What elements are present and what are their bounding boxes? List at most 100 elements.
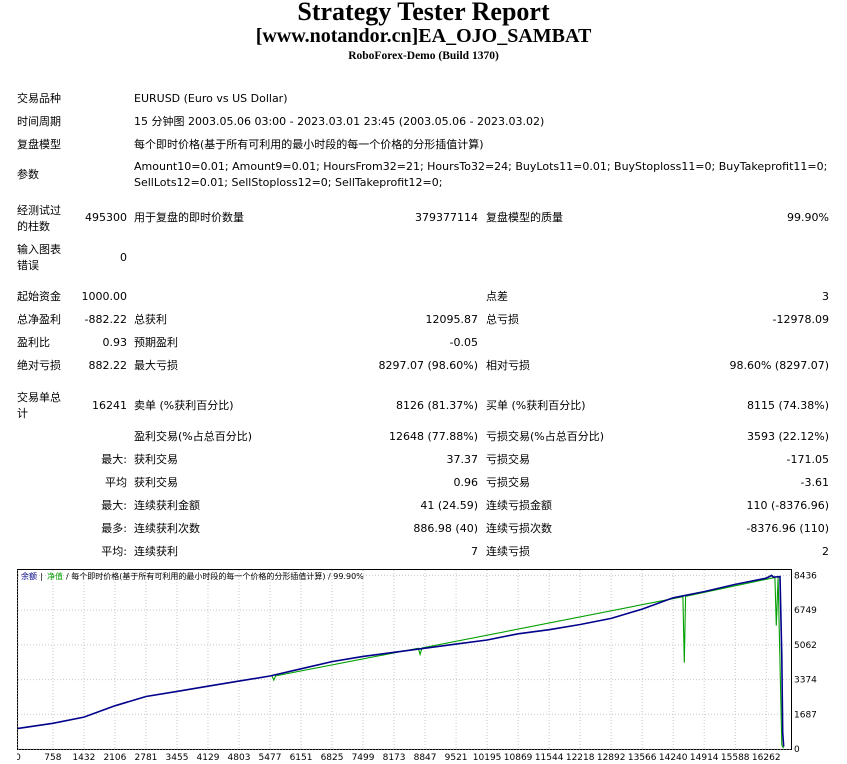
x-tick-label: 14240 (659, 753, 688, 763)
avg-cons-losses-label: 连续亏损 (486, 545, 530, 558)
payoff-value: -0.05 (449, 336, 478, 349)
max-cons-losses-value: 110 (-8376.96) (746, 499, 829, 512)
x-tick-label: 15588 (721, 753, 750, 763)
x-tick-label: 758 (44, 753, 61, 763)
avg-cons-wins-value: 7 (471, 545, 478, 558)
gross-loss-label: 总亏损 (486, 313, 519, 326)
avg-cons-losses-value: 2 (822, 545, 829, 558)
y-tick-label: 0 (794, 745, 800, 755)
max-prefix: 最大: (101, 499, 127, 512)
quality-label: 复盘模型的质量 (486, 211, 563, 224)
chart-legend: 余额 | 净值 / 每个即时价格(基于所有可利用的最小时段的每一个价格的分形插值… (21, 571, 364, 581)
x-tick-label: 3455 (166, 753, 189, 763)
report-title: Strategy Tester Report (297, 0, 550, 26)
report-server: RoboForex-Demo (Build 1370) (348, 50, 499, 62)
x-tick-label: 11544 (535, 753, 564, 763)
legend-rest: / 每个即时价格(基于所有可利用的最小时段的每一个价格的分形插值计算) / 99… (66, 571, 364, 581)
max-cons-losses-label: 连续亏损金额 (486, 499, 552, 512)
avg-profit-label: 获利交易 (134, 476, 178, 489)
x-tick-label: 9521 (445, 753, 468, 763)
rel-dd-value: 98.60% (8297.07) (729, 359, 829, 372)
max-cons-wins-value: 41 (24.59) (420, 499, 478, 512)
symbol-value: EURUSD (Euro vs US Dollar) (134, 92, 288, 105)
profit-trades-label: 盈利交易(%占总百分比) (134, 430, 253, 443)
pf-value: 0.93 (102, 336, 128, 349)
x-tick-label: 1432 (72, 753, 95, 763)
max-cons-profit-label: 连续获利次数 (134, 522, 200, 535)
params-line2: SellLots12=0.01; SellStoploss12=0; SellT… (134, 176, 443, 189)
short-label: 卖单 (%获利百分比) (134, 399, 234, 412)
x-tick-label: 12892 (597, 753, 626, 763)
avg-loss-value: -3.61 (800, 476, 829, 489)
gross-profit-value: 12095.87 (425, 313, 479, 326)
x-tick-label: 8847 (414, 753, 437, 763)
equity-series-line (271, 576, 785, 749)
errors-label-2: 错误 (17, 259, 39, 272)
avg-cons-wins-label: 连续获利 (134, 545, 178, 558)
legend-equity: 净值 (47, 571, 63, 581)
gross-loss-value: -12978.09 (772, 313, 829, 326)
x-tick-label: 5477 (259, 753, 282, 763)
x-tick-label: 6825 (321, 753, 344, 763)
most-prefix: 最多: (101, 522, 127, 535)
x-tick-label: 7499 (352, 753, 375, 763)
x-tick-label: 12218 (566, 753, 595, 763)
x-tick-label: 14914 (690, 753, 719, 763)
deposit-value: 1000.00 (81, 290, 128, 303)
trades-value: 16241 (92, 399, 127, 412)
rel-dd-label: 相对亏损 (486, 359, 530, 372)
abs-dd-label: 绝对亏损 (17, 359, 61, 372)
largest-profit-label: 获利交易 (134, 453, 178, 466)
ticks-label: 用于复盘的即时价数量 (134, 211, 244, 224)
net-label: 总净盈利 (17, 313, 61, 326)
short-value: 8126 (81.37%) (395, 399, 478, 412)
params-line1: Amount10=0.01; Amount9=0.01; HoursFrom32… (134, 160, 828, 173)
trades-label-2: 计 (17, 407, 28, 420)
avg-loss-label: 亏损交易 (486, 476, 530, 489)
x-tick-label: 4129 (197, 753, 220, 763)
x-tick-label: 8173 (383, 753, 406, 763)
long-label: 买单 (%获利百分比) (486, 399, 586, 412)
max-dd-label: 最大亏损 (134, 359, 178, 372)
loss-trades-value: 3593 (22.12%) (746, 430, 829, 443)
period-label: 时间周期 (17, 115, 61, 128)
bars-label-2: 的柱数 (17, 220, 50, 233)
pf-label: 盈利比 (17, 336, 50, 349)
max-cons-profit-value: 886.98 (40) (413, 522, 478, 535)
spread-label: 点差 (486, 290, 508, 303)
ticks-value: 379377114 (415, 211, 478, 224)
deposit-label: 起始资金 (17, 290, 61, 303)
balance-chart: 8436 6749 5062 3374 1687 0 0 758 1432 2106 2781 34… (17, 569, 817, 763)
largest-prefix: 最大: (101, 453, 127, 466)
report-subtitle: [www.notandor.cn]EA_OJO_SAMBAT (255, 25, 592, 47)
balance-series-line (17, 574, 785, 747)
x-tick-label: 2106 (103, 753, 126, 763)
abs-dd-value: 882.22 (88, 359, 128, 372)
errors-value: 0 (120, 251, 127, 264)
model-label: 复盘模型 (17, 138, 61, 151)
x-tick-label: 10195 (473, 753, 502, 763)
largest-loss-label: 亏损交易 (486, 453, 530, 466)
y-tick-label: 8436 (794, 571, 817, 581)
largest-loss-value: -171.05 (786, 453, 829, 466)
chart-x-ticks: 0 758 1432 2106 2781 3455 4129 4803 5477 6151 6825… (17, 753, 781, 763)
x-tick-label: 2781 (135, 753, 158, 763)
largest-profit-value: 37.37 (446, 453, 479, 466)
y-tick-label: 1687 (794, 710, 817, 720)
max-cons-loss-label: 连续亏损次数 (486, 522, 552, 535)
legend-balance: 余额 (21, 571, 37, 581)
chart-lines (17, 574, 785, 749)
model-value: 每个即时价格(基于所有可利用的最小时段的每一个价格的分形插值计算) (134, 138, 484, 151)
profit-trades-value: 12648 (77.88%) (388, 430, 478, 443)
quality-value: 99.90% (787, 211, 829, 224)
chart-plot-area (17, 569, 792, 750)
x-tick-label: 4803 (228, 753, 251, 763)
spread-value: 3 (822, 290, 829, 303)
trades-label-1: 交易单总 (17, 391, 61, 404)
y-tick-label: 5062 (794, 641, 817, 651)
y-tick-label: 3374 (794, 676, 817, 686)
bars-value: 495300 (85, 211, 127, 224)
params-label: 参数 (17, 168, 39, 181)
x-tick-label: 13566 (628, 753, 657, 763)
max-cons-wins-label: 连续获利金额 (134, 499, 200, 512)
